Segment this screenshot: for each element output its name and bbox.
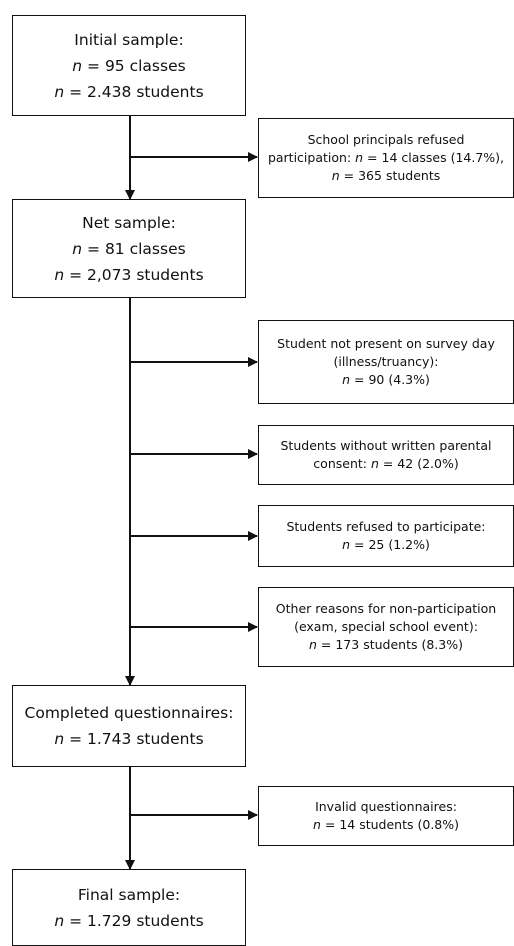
box-text-line: n = 173 students (8.3%) <box>309 636 463 654</box>
principals-refused-box: School principals refused participation: … <box>258 118 514 198</box>
text-segment: (exam, special school event): <box>294 619 478 634</box>
initial-sample-box: Initial sample: n = 95 classes n = 2.438 s… <box>12 15 246 116</box>
box-text-line: Invalid questionnaires: <box>315 798 457 816</box>
final-sample-box: Final sample: n = 1.729 students <box>12 869 246 946</box>
text-segment: = 81 classes <box>82 239 186 258</box>
box-text-line: n = 1.729 students <box>54 908 203 934</box>
text-segment: Students without written parental <box>280 438 492 453</box>
box-text-line: Students refused to participate: <box>286 518 485 536</box>
symbol-n: n <box>331 168 340 183</box>
symbol-n: n <box>312 817 321 832</box>
symbol-n: n <box>370 456 379 471</box>
text-segment: = 95 classes <box>82 56 186 75</box>
invalid-questionnaires-box: Invalid questionnaires: n = 14 students (… <box>258 786 514 846</box>
box-text-line: Other reasons for non-participation <box>276 600 496 618</box>
text-segment: Completed questionnaires: <box>24 704 234 722</box>
box-text-line: n = 90 (4.3%) <box>342 371 430 389</box>
symbol-n: n <box>309 637 317 652</box>
no-consent-box: Students without written parental consent… <box>258 425 514 485</box>
text-segment: Student not present on survey day <box>277 336 495 351</box>
box-text-line: n = 2,073 students <box>54 262 203 288</box>
text-segment: = 90 (4.3%) <box>350 372 430 387</box>
text-segment: = 173 students (8.3%) <box>316 637 463 652</box>
not-present-box: Student not present on survey day (illnes… <box>258 320 514 404</box>
text-segment: = 1.743 students <box>64 730 204 748</box>
text-segment: (illness/truancy): <box>333 354 439 369</box>
box-text-line: Completed questionnaires: <box>25 700 234 726</box>
text-segment: School principals refused <box>307 132 465 147</box>
symbol-n: n <box>72 56 83 75</box>
text-segment: = 14 students (0.8%) <box>320 817 460 832</box>
symbol-n: n <box>72 239 83 258</box>
text-segment: Net sample: <box>82 213 176 232</box>
box-text-line: n = 25 (1.2%) <box>342 536 430 554</box>
text-segment: = 2,073 students <box>64 265 204 284</box>
refused-box: Students refused to participate: n = 25 (… <box>258 505 514 567</box>
box-text-line: n = 81 classes <box>72 236 185 262</box>
text-segment: = 25 (1.2%) <box>350 537 430 552</box>
box-text-line: (illness/truancy): <box>333 353 438 371</box>
box-text-line: Final sample: <box>78 882 180 908</box>
text-segment: = 2.438 students <box>64 82 204 101</box>
net-sample-box: Net sample: n = 81 classes n = 2,073 stude… <box>12 199 246 298</box>
box-text-line: (exam, special school event): <box>294 618 478 636</box>
text-segment: participation: <box>267 150 356 165</box>
text-segment: = 14 classes (14.7%), <box>363 150 505 165</box>
text-segment: Final sample: <box>77 885 181 904</box>
box-text-line: School principals refused <box>308 131 465 149</box>
symbol-n: n <box>54 730 65 748</box>
box-text-line: Net sample: <box>82 210 176 236</box>
box-text-line: n = 14 students (0.8%) <box>313 816 459 834</box>
box-text-line: Student not present on survey day <box>277 335 495 353</box>
text-segment: Students refused to participate: <box>286 519 486 534</box>
text-segment: = 365 students <box>339 168 441 183</box>
text-segment: Initial sample: <box>74 30 184 49</box>
text-segment: Invalid questionnaires: <box>315 799 457 814</box>
symbol-n: n <box>342 372 351 387</box>
box-text-line: n = 95 classes <box>72 53 185 79</box>
text-segment: = 42 (2.0%) <box>378 456 459 471</box>
box-text-line: Students without written parental <box>281 437 492 455</box>
box-text-line: n = 1.743 students <box>54 726 203 752</box>
box-text-line: Initial sample: <box>74 27 183 53</box>
symbol-n: n <box>342 537 351 552</box>
symbol-n: n <box>54 911 65 930</box>
box-text-line: n = 2.438 students <box>54 79 203 105</box>
box-text-line: n = 365 students <box>332 167 441 185</box>
text-segment: Other reasons for non-participation <box>275 601 497 616</box>
text-segment: consent: <box>313 456 371 471</box>
box-text-line: participation: n = 14 classes (14.7%), <box>268 149 504 167</box>
symbol-n: n <box>54 82 65 101</box>
box-text-line: consent: n = 42 (2.0%) <box>313 455 458 473</box>
other-reasons-box: Other reasons for non-participation (exam… <box>258 587 514 667</box>
completed-questionnaires-box: Completed questionnaires: n = 1.743 stude… <box>12 685 246 767</box>
symbol-n: n <box>355 150 364 165</box>
symbol-n: n <box>54 265 65 284</box>
text-segment: = 1.729 students <box>64 911 204 930</box>
